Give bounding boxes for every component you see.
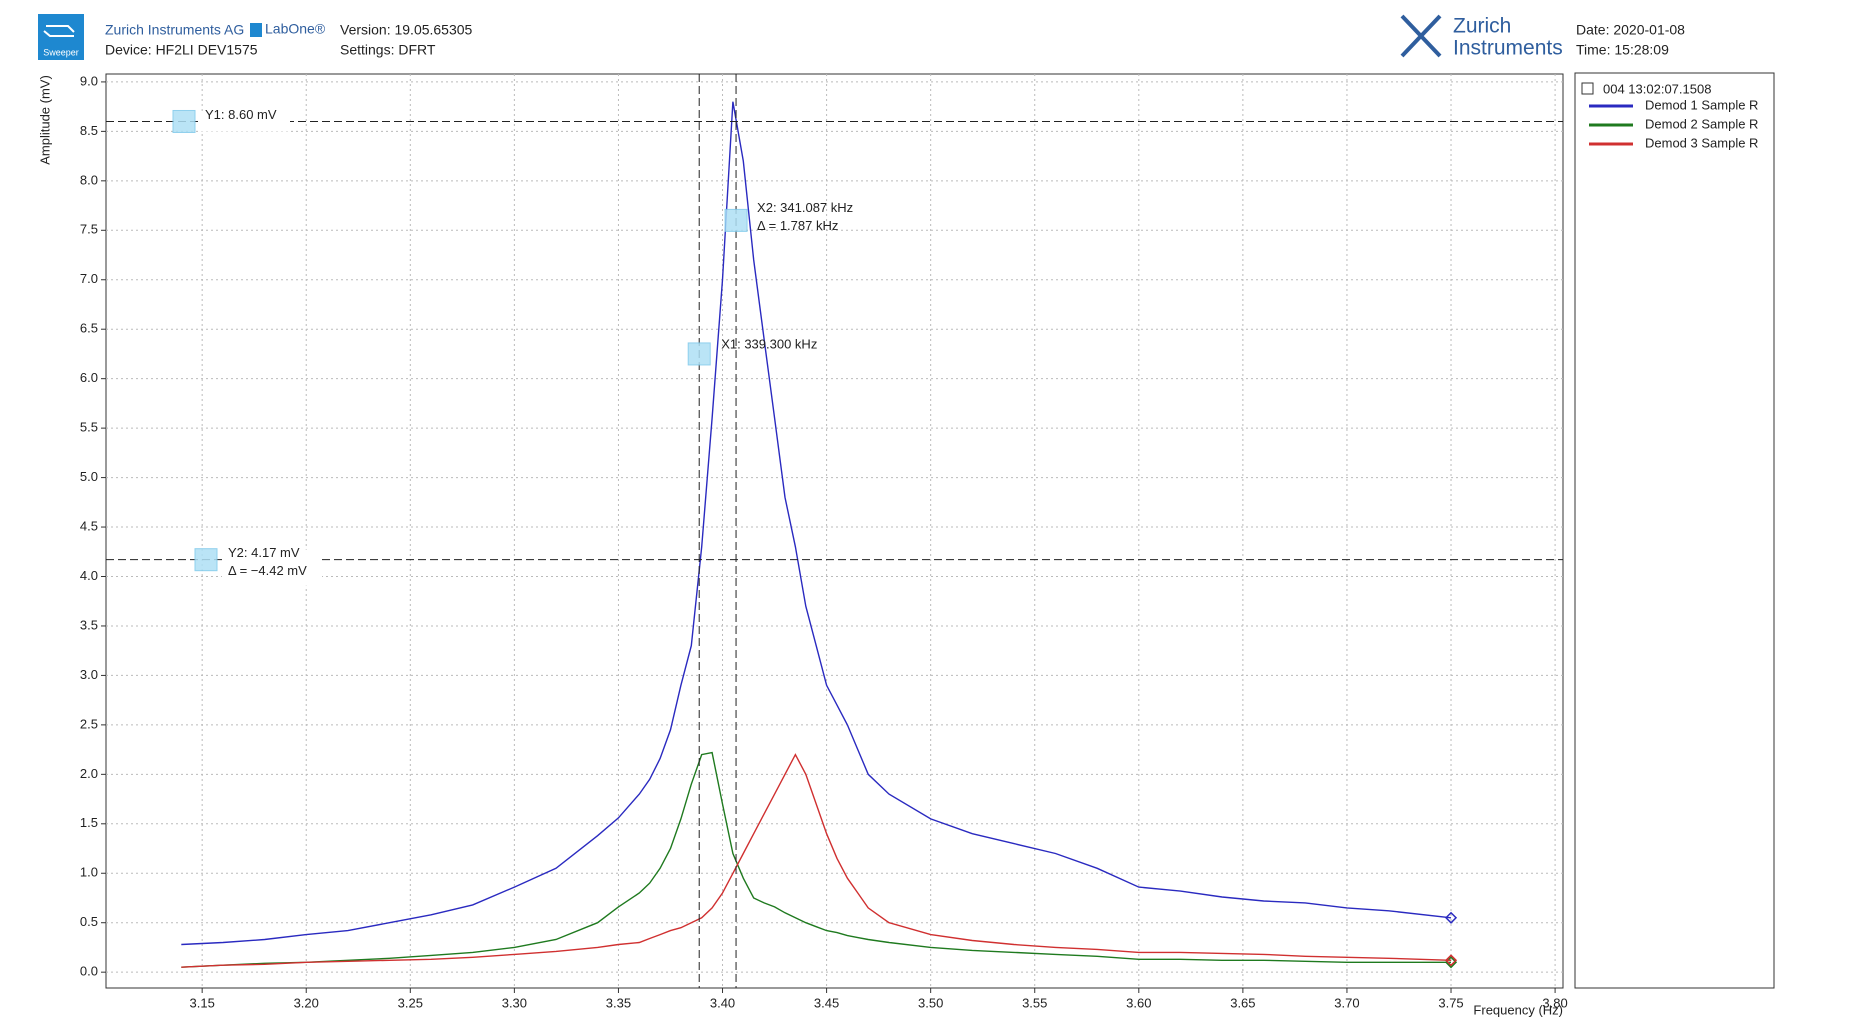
- legend-box[interactable]: [1574, 72, 1775, 989]
- x-tick-label: 3.75: [1438, 995, 1463, 1010]
- x-tick-label: 3.35: [606, 995, 631, 1010]
- version: Version: 19.05.65305: [340, 22, 473, 38]
- x-tick-label: 3.80: [1542, 995, 1567, 1010]
- y-tick-label: 0.5: [80, 914, 98, 929]
- plot-frame: [105, 73, 1564, 989]
- y-tick-label: 5.0: [80, 469, 98, 484]
- x-tick-label: 3.40: [710, 995, 735, 1010]
- time: Time: 15:28:09: [1576, 42, 1669, 58]
- end-marker: [1444, 956, 1458, 969]
- y-tick-label: 8.0: [80, 172, 98, 187]
- legend-label[interactable]: Demod 3 Sample R: [1645, 135, 1758, 150]
- product-logo: [250, 23, 262, 37]
- y-tick-label: 2.5: [80, 716, 98, 731]
- cursor-handle[interactable]: [194, 548, 218, 572]
- label-bg: [222, 549, 322, 586]
- cursor-label: Δ = 1.787 kHz: [757, 218, 838, 233]
- x-tick-label: 3.50: [918, 995, 943, 1010]
- y-tick-label: 5.5: [80, 420, 98, 435]
- end-marker: [1444, 954, 1458, 967]
- series-line: [181, 101, 1452, 946]
- series-line: [181, 753, 1452, 968]
- y-tick-label: 2.0: [80, 766, 98, 781]
- x-tick-label: 3.60: [1126, 995, 1151, 1010]
- y-tick-label: 6.0: [80, 370, 98, 385]
- x-axis-label: Frequency (Hz): [1473, 1002, 1563, 1017]
- settings: Settings: DFRT: [340, 42, 436, 58]
- y-tick-label: 6.5: [80, 321, 98, 336]
- cursor-label: Δ = −4.42 mV: [228, 563, 307, 578]
- brand-line1: Zurich: [1453, 15, 1511, 38]
- y-tick-label: 0.0: [80, 964, 98, 979]
- y-tick-label: 8.5: [80, 123, 98, 138]
- x-tick-label: 3.20: [294, 995, 319, 1010]
- cursor-label: Y2: 4.17 mV: [228, 545, 300, 560]
- product: LabOne®: [265, 21, 326, 37]
- y-tick-label: 7.0: [80, 271, 98, 286]
- legend-label[interactable]: Demod 1 Sample R: [1645, 97, 1758, 112]
- x-tick-label: 3.55: [1022, 995, 1047, 1010]
- cursor-handle[interactable]: [724, 208, 748, 232]
- y-tick-label: 3.0: [80, 667, 98, 682]
- cursor-label: X1: 339.300 kHz: [721, 336, 817, 351]
- x-tick-label: 3.65: [1230, 995, 1255, 1010]
- company: Zurich Instruments AG: [105, 22, 244, 38]
- legend-title: 004 13:02:07.1508: [1603, 81, 1711, 96]
- legend-checkbox[interactable]: [1581, 82, 1594, 95]
- sweeper-logo-arrows: [43, 25, 75, 37]
- device: Device: HF2LI DEV1575: [105, 42, 258, 58]
- y-tick-label: 4.5: [80, 518, 98, 533]
- x-tick-label: 3.25: [398, 995, 423, 1010]
- cursor-label: X2: 341.087 kHz: [757, 200, 853, 215]
- y-tick-label: 3.5: [80, 617, 98, 632]
- cursor-label: Y1: 8.60 mV: [205, 107, 277, 122]
- y-tick-label: 1.0: [80, 865, 98, 880]
- y-tick-label: 9.0: [80, 73, 98, 88]
- label-bg: [200, 111, 290, 132]
- x-tick-label: 3.15: [190, 995, 215, 1010]
- cursor-handle[interactable]: [172, 109, 196, 133]
- y-axis-label: Amplitude (mV): [37, 75, 52, 165]
- y-tick-label: 4.0: [80, 568, 98, 583]
- series-line: [181, 751, 1451, 968]
- end-marker: [1444, 911, 1458, 924]
- x-tick-label: 3.45: [814, 995, 839, 1010]
- brand-logo: [1400, 14, 1442, 58]
- cursor-handle[interactable]: [687, 342, 711, 366]
- legend-label[interactable]: Demod 2 Sample R: [1645, 116, 1758, 131]
- brand-line2: Instruments: [1453, 37, 1563, 60]
- y-tick-label: 7.5: [80, 222, 98, 237]
- x-tick-label: 3.30: [502, 995, 527, 1010]
- x-tick-label: 3.70: [1334, 995, 1359, 1010]
- tool-label: Sweeper: [43, 47, 79, 57]
- date: Date: 2020-01-08: [1576, 22, 1685, 38]
- y-tick-label: 1.5: [80, 815, 98, 830]
